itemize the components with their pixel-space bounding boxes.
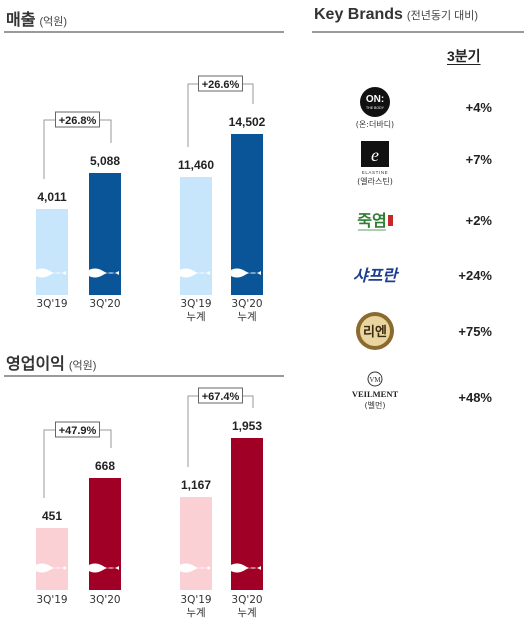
revenue-growth-box-0 (55, 111, 100, 128)
op_income-tick-label-0-0: 3Q'19 (36, 594, 67, 606)
revenue-bar-0 (36, 209, 68, 295)
op_income-growth-label-0: +47.9% (59, 425, 97, 437)
brand-row-saffron: 샤프란 +24% (312, 259, 522, 307)
elastine-change: +7% (465, 152, 492, 167)
op_income-bar-2 (180, 497, 212, 590)
brand-row-onthebody: ON: THE BODY (온:더바디) +4% (312, 86, 522, 134)
op_income-axis-break-1 (87, 563, 119, 573)
rien-logo-text: 리엔 (363, 324, 387, 340)
op_income-axis-break-0 (34, 563, 66, 573)
brands-subtitle: (전년동기 대비) (406, 10, 479, 22)
op_income-bar-0 (36, 528, 68, 590)
revenue-unit: (억원) (39, 16, 68, 28)
revenue-growth-box-1 (198, 75, 243, 92)
elastine-logo-text: ELASTINE (362, 170, 389, 175)
veilment-logo: VM VEILMENT (벨먼) (352, 371, 399, 410)
rien-change: +75% (458, 324, 492, 339)
brands-column-header: 3분기 (447, 48, 481, 64)
revenue-axis-break-1 (87, 268, 119, 278)
elastine-caption: (엘라스틴) (357, 176, 393, 186)
revenue-axis-break-2 (178, 268, 210, 278)
elastine-logo: e ELASTINE (엘라스틴) (357, 141, 393, 186)
onthebody-caption: (온:더바디) (356, 119, 394, 129)
veilment-caption: (벨먼) (365, 400, 386, 410)
op_income-axis-break-2 (178, 563, 210, 573)
op_income-value-label-1: 668 (95, 459, 115, 473)
veilment-change: +48% (458, 390, 492, 405)
income-unit: (억원) (68, 360, 97, 372)
brand-row-veilment: VM VEILMENT (벨먼) +48% (312, 370, 522, 418)
saffron-logo-text: 샤프란 (353, 266, 399, 285)
saffron-change: +24% (458, 268, 492, 283)
revenue-value-label-1: 5,088 (90, 154, 120, 168)
revenue-tick-label-2-1: 누계 (186, 311, 205, 323)
revenue-axis-break-3 (229, 268, 261, 278)
revenue-growth-label-0: +26.8% (59, 115, 97, 127)
income-divider (4, 375, 284, 377)
revenue-tick-label-3-0: 3Q'20 (231, 298, 262, 310)
revenue-tick-label-2-0: 3Q'19 (180, 298, 211, 310)
brand-row-elastine: e ELASTINE (엘라스틴) +7% (312, 140, 522, 188)
onthebody-logo-text: ON: (366, 94, 384, 105)
op_income-tick-label-2-0: 3Q'19 (180, 594, 211, 606)
veilment-logo-text: VEILMENT (352, 389, 399, 399)
jukyeom-logo-text: 죽염 (357, 211, 386, 230)
onthebody-logo: ON: THE BODY (온:더바디) (356, 87, 394, 129)
op_income-bar-1 (89, 478, 121, 590)
revenue-growth-bracket-0 (43, 119, 112, 179)
revenue-divider (4, 31, 284, 33)
onthebody-logo-sub: THE BODY (366, 106, 385, 110)
revenue-growth-label-1: +26.6% (202, 79, 240, 91)
jukyeom-change: +2% (465, 213, 492, 228)
op_income-growth-label-1: +67.4% (202, 391, 240, 403)
jukyeom-logo: 죽염 (357, 211, 393, 231)
revenue-tick-label-1-0: 3Q'20 (89, 298, 120, 310)
brands-title: Key Brands (전년동기 대비) (314, 6, 478, 24)
revenue-bar-3 (231, 134, 263, 295)
revenue-title: 매출 (억원) (6, 6, 67, 30)
income-title: 영업이익 (억원) (6, 350, 96, 374)
saffron-logo: 샤프란 (353, 266, 399, 285)
op_income-tick-label-3-1: 누계 (237, 607, 256, 619)
op_income-growth-box-1 (198, 387, 243, 404)
brands-title-text: Key Brands (314, 6, 403, 23)
op_income-value-label-3: 1,953 (232, 419, 262, 433)
revenue-value-label-2: 11,460 (178, 158, 214, 172)
op_income-value-label-0: 451 (42, 509, 62, 523)
svg-text:e: e (371, 145, 379, 165)
op_income-growth-box-0 (55, 421, 100, 438)
op_income-tick-label-3-0: 3Q'20 (231, 594, 262, 606)
revenue-axis-break-0 (34, 268, 66, 278)
brands-divider (312, 31, 524, 33)
brand-row-rien: 리엔 +75% (312, 310, 522, 358)
revenue-tick-label-0-0: 3Q'19 (36, 298, 67, 310)
revenue-tick-label-3-1: 누계 (237, 311, 256, 323)
revenue-value-label-0: 4,011 (37, 190, 67, 204)
rien-logo: 리엔 (356, 312, 394, 350)
op_income-tick-label-1-0: 3Q'20 (89, 594, 120, 606)
income-title-text: 영업이익 (6, 356, 65, 373)
brand-row-jukyeom: 죽염 +2% (312, 204, 522, 252)
veilment-logo-sub: VM (369, 376, 381, 384)
op_income-value-label-2: 1,167 (181, 478, 211, 492)
op_income-tick-label-2-1: 누계 (186, 607, 205, 619)
op_income-axis-break-3 (229, 563, 261, 573)
revenue-value-label-3: 14,502 (229, 115, 266, 129)
onthebody-change: +4% (465, 100, 492, 115)
revenue-title-text: 매출 (6, 12, 36, 29)
